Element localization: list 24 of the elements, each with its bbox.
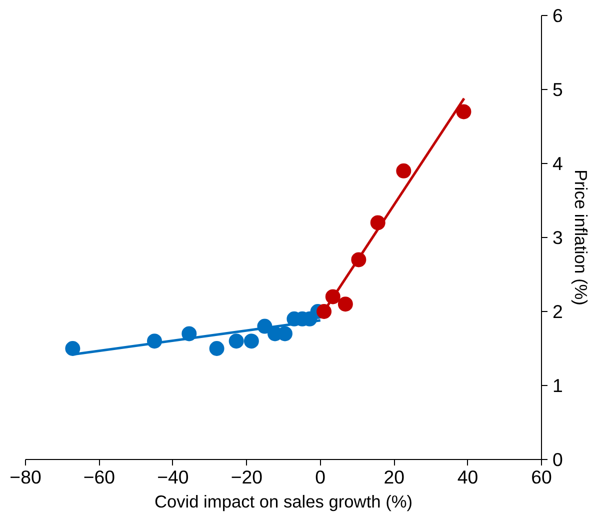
x-tick-label: 60 bbox=[531, 466, 552, 488]
y-tick-label: 6 bbox=[552, 5, 563, 26]
x-tick-label: 40 bbox=[457, 466, 478, 488]
point bbox=[244, 334, 259, 349]
y-tick-label: 1 bbox=[552, 375, 563, 396]
point bbox=[65, 341, 80, 356]
y-tick-label: 2 bbox=[552, 301, 563, 322]
point bbox=[396, 163, 412, 178]
x-tick-label: −80 bbox=[10, 466, 42, 488]
y-tick-label: 0 bbox=[552, 449, 563, 470]
x-tick-label: −40 bbox=[157, 466, 189, 488]
y-axis-title: Price inflation (%) bbox=[570, 170, 591, 306]
y-tick-label: 5 bbox=[552, 79, 563, 100]
x-axis-title: Covid impact on sales growth (%) bbox=[154, 492, 413, 512]
point bbox=[338, 296, 353, 312]
point bbox=[228, 334, 244, 349]
x-tick-label: 20 bbox=[384, 466, 404, 488]
point bbox=[209, 341, 224, 356]
y-tick-label: 3 bbox=[552, 227, 563, 248]
x-tick-label: 0 bbox=[315, 466, 326, 488]
x-tick-label: −60 bbox=[83, 466, 116, 488]
x-tick-label: −20 bbox=[230, 466, 262, 488]
y-tick-label: 4 bbox=[552, 153, 563, 174]
point bbox=[456, 104, 472, 120]
